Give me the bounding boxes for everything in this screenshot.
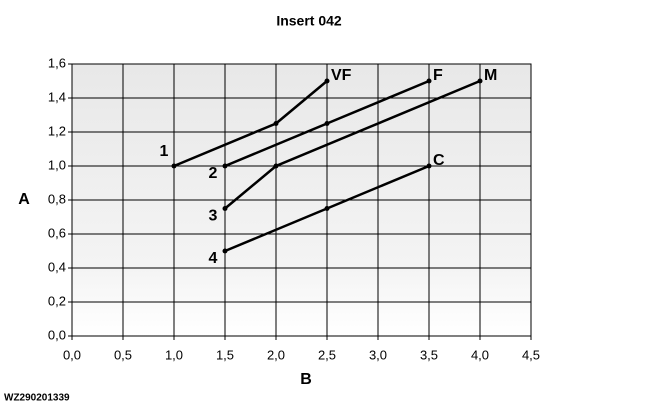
x-tick-label: 1,0: [165, 347, 183, 362]
x-tick-label: 2,5: [318, 347, 336, 362]
x-tick-label: 1,5: [216, 347, 234, 362]
point: [222, 248, 228, 254]
point: [171, 163, 177, 169]
x-tick-label: 2,0: [267, 347, 285, 362]
x-tick-label: 3,5: [420, 347, 438, 362]
y-tick-label: 0,0: [48, 327, 66, 342]
y-tick-label: 0,8: [48, 191, 66, 206]
chart-title: Insert 042: [276, 13, 342, 29]
start-label: 1: [160, 143, 169, 160]
x-tick-label: 0,0: [63, 347, 81, 362]
end-label: M: [484, 67, 497, 84]
point: [222, 163, 228, 169]
y-tick-label: 0,4: [48, 259, 66, 274]
end-label: F: [433, 67, 443, 84]
point: [273, 121, 279, 126]
y-tick-label: 0,6: [48, 225, 66, 240]
point: [426, 163, 432, 169]
y-tick-label: 1,0: [48, 157, 66, 172]
x-tick-label: 3,0: [369, 347, 387, 362]
footnote: WZ290201339: [4, 393, 70, 404]
point: [477, 78, 483, 84]
point: [426, 78, 432, 84]
point: [324, 78, 330, 84]
x-tick-label: 4,5: [522, 347, 540, 362]
end-label: VF: [331, 67, 352, 84]
point: [324, 206, 330, 211]
y-tick-label: 0,2: [48, 293, 66, 308]
y-tick-label: 1,4: [48, 89, 66, 104]
point: [273, 163, 279, 169]
x-axis-label: B: [300, 371, 312, 388]
start-label: 4: [209, 250, 218, 267]
start-label: 3: [209, 208, 218, 225]
point: [222, 206, 228, 211]
y-tick-label: 1,2: [48, 123, 66, 138]
x-tick-label: 0,5: [114, 347, 132, 362]
start-label: 2: [209, 165, 218, 182]
y-tick-label: 1,6: [48, 55, 66, 70]
point: [324, 121, 330, 126]
y-axis-label: A: [18, 191, 30, 208]
plot-border: [71, 63, 532, 337]
end-label: C: [433, 152, 445, 169]
x-tick-label: 4,0: [471, 347, 489, 362]
